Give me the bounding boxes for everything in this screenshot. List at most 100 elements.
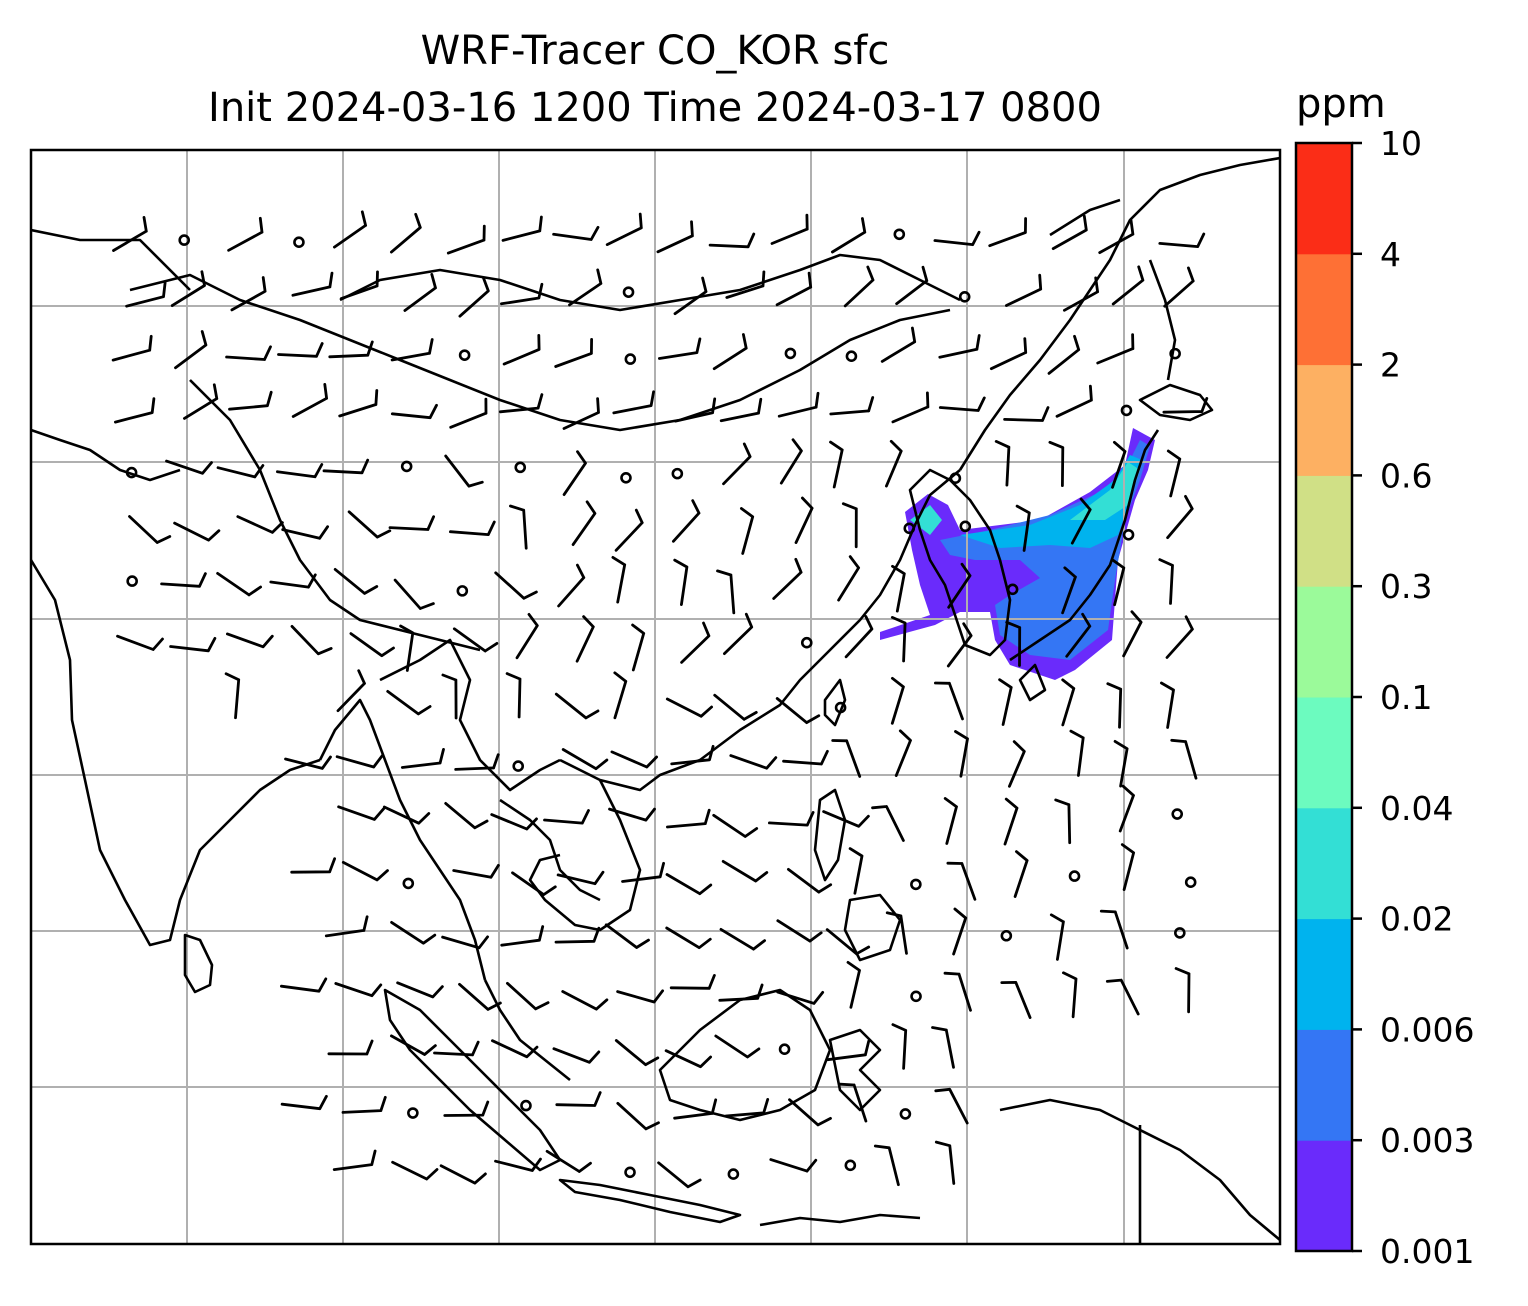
- wind-barb: [1120, 843, 1135, 891]
- wind-barb: [871, 805, 905, 842]
- wind-barb: [719, 397, 763, 423]
- wind-barb: [934, 1087, 969, 1125]
- philippines-luzon: [813, 788, 847, 882]
- calm-marker: [727, 1168, 740, 1180]
- wind-barb: [322, 458, 370, 475]
- wind-barb: [873, 1144, 900, 1187]
- colorbar-segment: [1296, 253, 1352, 366]
- wind-barb: [183, 383, 219, 420]
- wind-barb: [666, 808, 711, 829]
- calm-marker: [514, 461, 527, 474]
- wind-barb: [657, 1161, 702, 1189]
- wind-barb: [1005, 620, 1022, 667]
- calm-marker: [910, 990, 922, 1003]
- wind-barb: [128, 515, 172, 544]
- wind-barb: [669, 974, 716, 990]
- colorbar-tick-label: 0.003: [1380, 1121, 1474, 1160]
- wind-barb: [787, 868, 833, 894]
- calm-marker: [1184, 876, 1197, 889]
- wind-barb: [562, 450, 587, 496]
- wind-barb: [500, 282, 544, 306]
- wind-barb: [989, 337, 1028, 371]
- wind-barb: [1122, 610, 1143, 658]
- wind-barb: [768, 811, 815, 827]
- wind-barb: [831, 217, 867, 254]
- wind-barb: [841, 502, 858, 549]
- wind-barb: [612, 390, 655, 415]
- wind-barb: [712, 813, 759, 838]
- wind-barb: [1111, 440, 1127, 489]
- wind-barb: [714, 1034, 761, 1059]
- wind-barb: [829, 396, 875, 416]
- calm-marker: [1174, 927, 1186, 939]
- wind-barb: [280, 977, 328, 993]
- wind-barb: [339, 270, 379, 300]
- wind-barb: [825, 928, 871, 956]
- wind-barb: [338, 389, 379, 418]
- wind-barb: [449, 520, 496, 536]
- wind-barb: [1165, 615, 1194, 659]
- wind-barb: [1118, 784, 1135, 833]
- calm-marker: [784, 347, 797, 360]
- wind-barb: [341, 861, 389, 882]
- wind-barb: [291, 271, 334, 297]
- wind-barb: [545, 1149, 592, 1173]
- calm-marker: [178, 234, 191, 246]
- wind-barb: [848, 847, 864, 895]
- plume-0.02-b: [910, 505, 942, 535]
- wind-barb: [1000, 981, 1032, 1019]
- colorbar-segment: [1296, 143, 1352, 255]
- wind-barb: [826, 1039, 871, 1062]
- colorbar: 0.001 0.003 0.006 0.02 0.04 0.1 0.3 0.6 2 4 10: [1294, 124, 1474, 1271]
- wind-barb: [506, 981, 550, 1011]
- lesser-sunda: [759, 1213, 921, 1227]
- wind-barb: [505, 672, 522, 719]
- wind-barb: [723, 612, 754, 655]
- wind-barb: [502, 334, 541, 366]
- wind-barb: [891, 391, 930, 424]
- colorbar-tick-label: 0.006: [1380, 1010, 1474, 1049]
- wind-barb: [772, 557, 803, 600]
- borders-interior-6: [499, 798, 601, 902]
- wind-barb: [571, 500, 597, 546]
- japan-kyushu: [1018, 663, 1047, 702]
- wind-barb: [228, 390, 273, 411]
- wind-barb: [216, 572, 262, 597]
- wind-barb: [491, 1039, 539, 1059]
- wind-barb: [454, 753, 500, 771]
- wind-barb: [1061, 566, 1077, 615]
- wind-barb: [885, 439, 903, 488]
- wind-barb: [616, 989, 664, 1004]
- wind-barb: [498, 393, 544, 414]
- wind-barb: [125, 281, 167, 308]
- wind-barb: [552, 1047, 601, 1064]
- wind-barb: [557, 563, 586, 608]
- wind-barb: [672, 499, 701, 543]
- calm-marker: [125, 466, 138, 479]
- wind-barb: [555, 1091, 602, 1107]
- wind-barb: [938, 396, 986, 412]
- wind-barb: [443, 1100, 490, 1117]
- calm-marker: [400, 460, 413, 473]
- wind-barb: [511, 871, 557, 896]
- wind-barb: [390, 403, 438, 420]
- wind-barb: [554, 338, 593, 368]
- wind-barb: [708, 232, 756, 249]
- wind-barb: [227, 216, 264, 252]
- wind-barb: [403, 273, 437, 312]
- wind-barb: [680, 621, 711, 664]
- calm-marker: [624, 353, 637, 365]
- wind-barb: [112, 216, 148, 252]
- wind-barb: [895, 265, 929, 306]
- colorbar-tick-label: 0.6: [1380, 456, 1432, 495]
- wind-barb: [1111, 558, 1126, 607]
- colorbar-segment: [1296, 364, 1352, 476]
- wind-barb: [775, 697, 821, 724]
- mongolia-border: [339, 253, 961, 312]
- wind-barb: [934, 681, 964, 721]
- wind-barb: [740, 507, 755, 555]
- wind-barb: [1106, 682, 1123, 729]
- wind-barb: [665, 926, 712, 950]
- co-tracer-plume: [880, 428, 1155, 680]
